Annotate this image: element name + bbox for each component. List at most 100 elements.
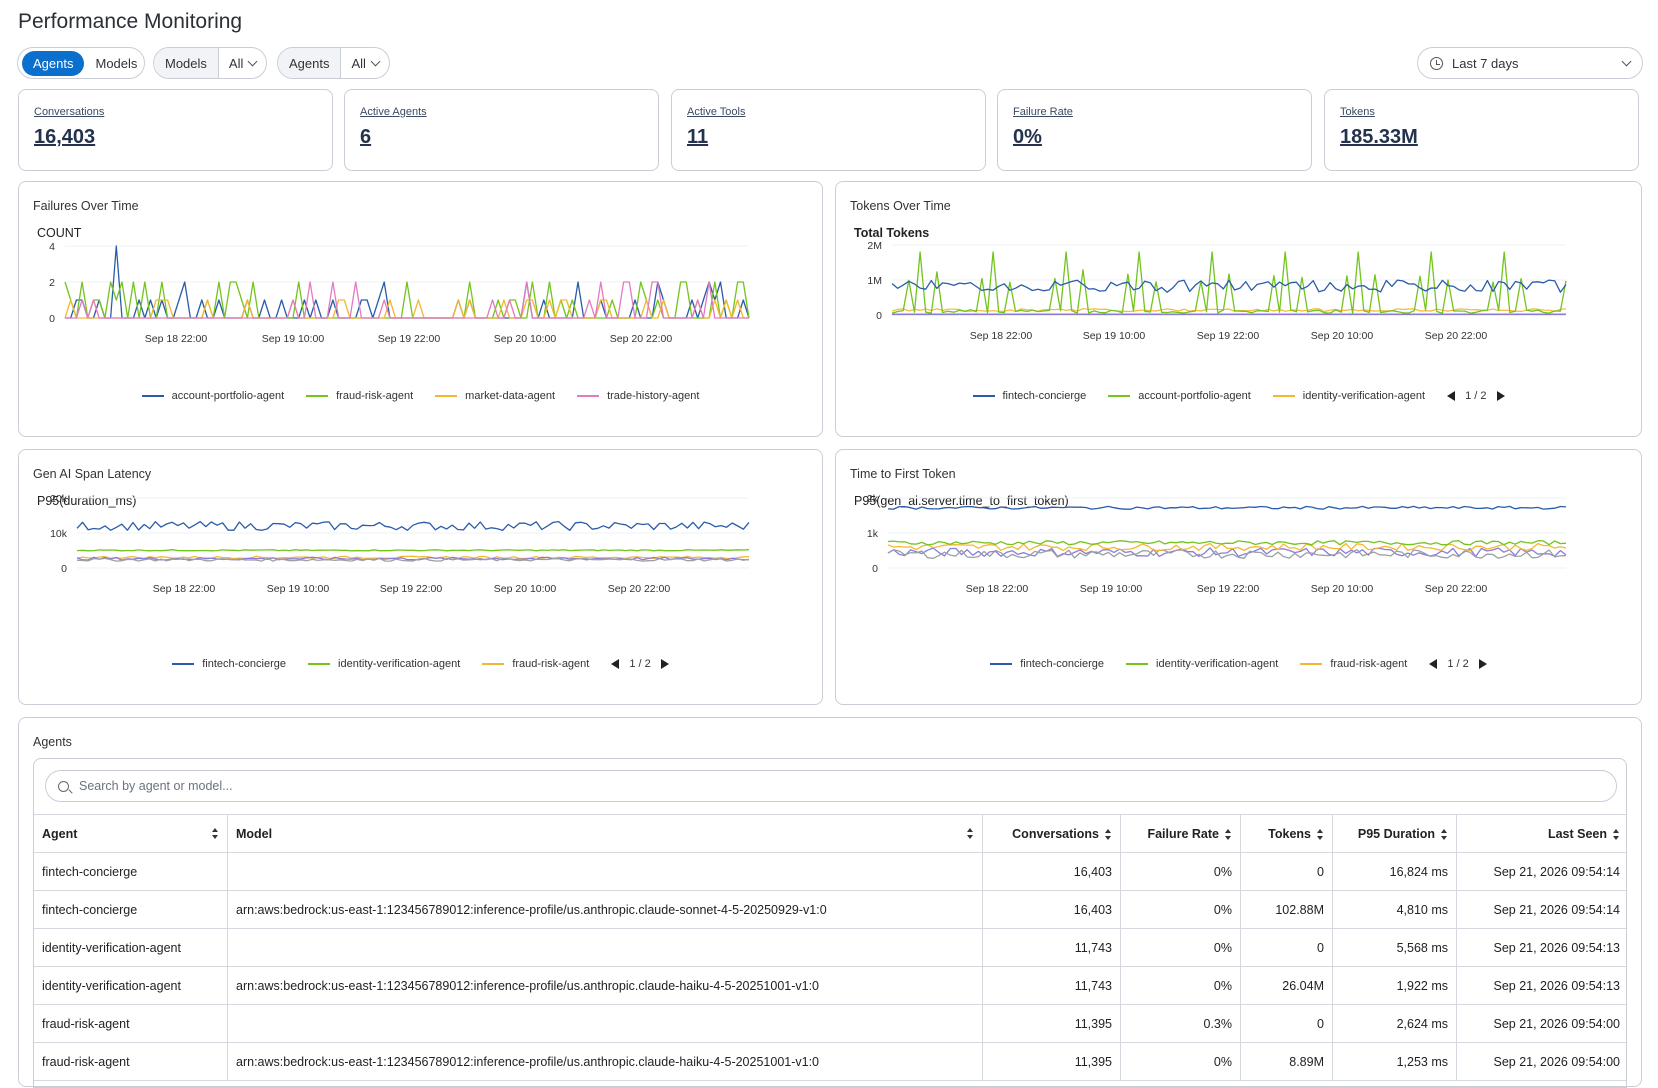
- y-axis-label: Total Tokens: [854, 226, 930, 240]
- kpi-label[interactable]: Tokens: [1340, 106, 1375, 118]
- column-header-failure-rate[interactable]: Failure Rate: [1120, 814, 1241, 853]
- table-row[interactable]: fintech-concierge 16,403 0% 0 16,824 ms Sep 2…: [34, 852, 1626, 891]
- sort-icon[interactable]: [1317, 828, 1324, 840]
- sort-icon[interactable]: [967, 828, 974, 839]
- chart-legend: account-portfolio-agent fraud-risk-agent…: [19, 390, 822, 402]
- legend-item[interactable]: fintech-concierge: [990, 658, 1104, 670]
- legend-item[interactable]: account-portfolio-agent: [1108, 390, 1251, 402]
- kpi-label[interactable]: Failure Rate: [1013, 106, 1073, 118]
- failures-chart: 4 2 0 Sep 18 22:00 Sep 19 10:00 Sep 19 22:00 S…: [49, 241, 750, 345]
- toggle-models[interactable]: Models: [95, 55, 138, 71]
- next-page-icon[interactable]: [1478, 659, 1487, 669]
- panel-title: Failures Over Time: [33, 199, 139, 213]
- x-tick-label: Sep 19 10:00: [267, 583, 330, 595]
- models-filter-dropdown[interactable]: All: [219, 56, 266, 71]
- series-fintech-concierge: [887, 505, 1567, 510]
- column-header-model[interactable]: Model: [227, 814, 983, 853]
- column-header-last-seen[interactable]: Last Seen: [1456, 814, 1626, 853]
- table-row[interactable]: fraud-risk-agent 11,395 0.3% 0 2,624 ms Sep 2…: [34, 1004, 1626, 1043]
- column-header-agent[interactable]: Agent: [34, 814, 228, 853]
- cell-agent: identity-verification-agent: [34, 966, 228, 1005]
- legend-label: fintech-concierge: [1020, 658, 1105, 670]
- kpi-value[interactable]: 185.33M: [1340, 126, 1418, 148]
- kpi-active-agents[interactable]: Active Agents 6: [344, 89, 659, 171]
- column-header-conversations[interactable]: Conversations: [982, 814, 1121, 853]
- kpi-value[interactable]: 16,403: [34, 126, 96, 148]
- sort-icon[interactable]: [212, 828, 219, 839]
- sort-icon[interactable]: [1105, 828, 1112, 840]
- series-fraud-risk-agent: [887, 542, 1567, 552]
- column-label: Model: [236, 826, 273, 841]
- toggle-agents[interactable]: Agents: [22, 50, 85, 76]
- kpi-active-tools[interactable]: Active Tools 11: [671, 89, 986, 171]
- kpi-conversations[interactable]: Conversations 16,403: [18, 89, 333, 171]
- models-filter-label: Models: [154, 48, 219, 78]
- cell-model: arn:aws:bedrock:us-east-1:123456789012:i…: [227, 890, 983, 929]
- agents-filter-dropdown[interactable]: All: [341, 56, 388, 71]
- legend-pager: 1 / 2: [1447, 390, 1505, 402]
- kpi-label[interactable]: Conversations: [34, 106, 105, 118]
- y-tick-label: 2: [49, 277, 55, 289]
- time-range-picker[interactable]: Last 7 days: [1417, 47, 1643, 79]
- sort-icon[interactable]: [1225, 828, 1232, 840]
- tokens-over-time-panel: Tokens Over Time Total Tokens 2M 1M 0 Sep 1…: [835, 181, 1642, 437]
- prev-page-icon[interactable]: [611, 659, 620, 669]
- cell-p95-duration: 5,568 ms: [1332, 928, 1457, 967]
- legend-item[interactable]: identity-verification-agent: [1126, 658, 1278, 670]
- cell-failure-rate: 0%: [1120, 966, 1241, 1005]
- table-row[interactable]: fintech-concierge arn:aws:bedrock:us-east…: [34, 890, 1626, 929]
- legend-swatch: [1300, 663, 1323, 665]
- sort-icon[interactable]: [1613, 828, 1620, 840]
- legend-item[interactable]: fintech-concierge: [172, 658, 286, 670]
- next-page-icon[interactable]: [1496, 391, 1505, 401]
- kpi-tokens[interactable]: Tokens 185.33M: [1324, 89, 1639, 171]
- cell-last-seen: Sep 21, 2026 09:54:14: [1456, 852, 1626, 891]
- kpi-value[interactable]: 6: [360, 126, 372, 148]
- kpi-failure-rate[interactable]: Failure Rate 0%: [997, 89, 1312, 171]
- agents-filter-value: All: [351, 55, 366, 71]
- column-header-p95-duration[interactable]: P95 Duration: [1332, 814, 1457, 853]
- page-title: Performance Monitoring: [18, 10, 243, 33]
- legend-item[interactable]: fraud-risk-agent: [1300, 658, 1407, 670]
- table-row[interactable]: identity-verification-agent arn:aws:bedro…: [34, 966, 1626, 1005]
- legend-item[interactable]: account-portfolio-agent: [141, 390, 284, 402]
- sort-icon[interactable]: [1441, 828, 1448, 840]
- series-identity-verification-agent: [76, 549, 750, 552]
- legend-pager: 1 / 2: [1429, 658, 1487, 670]
- cell-agent: fintech-concierge: [34, 852, 228, 891]
- next-page-icon[interactable]: [660, 659, 669, 669]
- table-row[interactable]: identity-verification-agent 11,743 0% 0 5,56…: [34, 928, 1626, 967]
- search-input[interactable]: Search by agent or model...: [45, 770, 1617, 802]
- cell-failure-rate: 0%: [1120, 890, 1241, 929]
- prev-page-icon[interactable]: [1429, 659, 1438, 669]
- kpi-label[interactable]: Active Agents: [360, 106, 427, 118]
- legend-item[interactable]: trade-history-agent: [577, 390, 699, 402]
- cell-p95-duration: 4,810 ms: [1332, 890, 1457, 929]
- column-label: Failure Rate: [1147, 826, 1219, 841]
- x-tick-label: Sep 18 22:00: [966, 583, 1029, 595]
- y-tick-label: 2M: [867, 240, 882, 252]
- y-tick-label: 4: [49, 241, 55, 253]
- x-tick-label: Sep 18 22:00: [970, 330, 1033, 342]
- legend-page: 1 / 2: [1447, 658, 1469, 670]
- prev-page-icon[interactable]: [1447, 391, 1456, 401]
- legend-item[interactable]: market-data-agent: [435, 390, 555, 402]
- legend-item[interactable]: fintech-concierge: [972, 390, 1086, 402]
- legend-item[interactable]: fraud-risk-agent: [482, 658, 589, 670]
- x-tick-label: Sep 19 10:00: [1080, 583, 1143, 595]
- cell-model: arn:aws:bedrock:us-east-1:123456789012:i…: [227, 966, 983, 1005]
- agents-filter[interactable]: Agents All: [277, 47, 390, 79]
- column-header-tokens[interactable]: Tokens: [1240, 814, 1333, 853]
- cell-tokens: 102.88M: [1240, 890, 1333, 929]
- legend-item[interactable]: identity-verification-agent: [1272, 390, 1425, 402]
- series-fraud-risk-agent: [76, 555, 750, 560]
- kpi-label[interactable]: Active Tools: [687, 106, 746, 118]
- legend-item[interactable]: fraud-risk-agent: [306, 390, 413, 402]
- cell-failure-rate: 0%: [1120, 852, 1241, 891]
- models-filter[interactable]: Models All: [153, 47, 268, 79]
- kpi-value[interactable]: 0%: [1013, 126, 1042, 148]
- column-label: Tokens: [1268, 826, 1311, 841]
- x-tick-label: Sep 19 22:00: [1197, 330, 1260, 342]
- kpi-value[interactable]: 11: [687, 126, 709, 148]
- legend-item[interactable]: identity-verification-agent: [308, 658, 460, 670]
